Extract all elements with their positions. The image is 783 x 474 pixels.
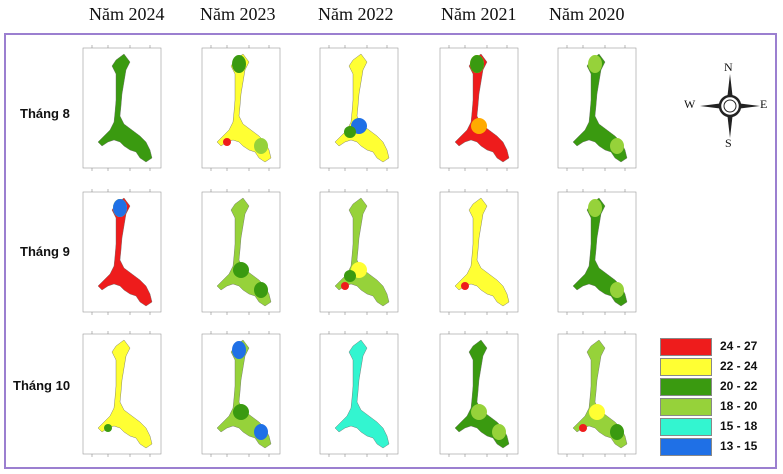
- lake-map-panel: [199, 186, 283, 318]
- legend-label: 22 - 24: [720, 359, 758, 373]
- lake-map-svg: [439, 331, 519, 457]
- year-header-2023: Năm 2023: [200, 4, 276, 24]
- temperature-patch: [233, 404, 249, 420]
- lake-map-panel: [199, 42, 283, 174]
- temperature-patch: [254, 282, 268, 298]
- lake-shape: [216, 197, 272, 307]
- compass-rose: N W E S: [680, 60, 780, 156]
- lake-map-svg: [82, 189, 162, 315]
- temperature-patch: [492, 424, 506, 440]
- lake-map-panel: [80, 328, 164, 460]
- lake-map-svg: [319, 189, 399, 315]
- lake-map-panel: [555, 42, 639, 174]
- temperature-patch: [232, 55, 246, 73]
- temperature-patch: [254, 138, 268, 154]
- lake-shape: [97, 339, 153, 449]
- legend-swatch: [660, 418, 712, 436]
- lake-shape: [97, 53, 153, 163]
- year-header-2021: Năm 2021: [441, 4, 517, 24]
- lake-map-panel: [437, 42, 521, 174]
- month-label-9: Tháng 9: [20, 244, 70, 259]
- lake-shape: [216, 53, 272, 163]
- legend-label: 15 - 18: [720, 419, 758, 433]
- temperature-patch: [610, 282, 624, 298]
- lake-map-svg: [557, 331, 637, 457]
- year-header-2022: Năm 2022: [318, 4, 394, 24]
- temperature-patch: [233, 262, 249, 278]
- lake-map-panel: [80, 42, 164, 174]
- lake-map-panel: [555, 186, 639, 318]
- lake-shape: [572, 339, 628, 449]
- lake-map-panel: [199, 328, 283, 460]
- legend-swatch: [660, 358, 712, 376]
- year-header-2024: Năm 2024: [89, 4, 165, 24]
- compass-south-label: S: [725, 136, 732, 150]
- temperature-patch: [588, 55, 602, 73]
- lake-shape: [572, 53, 628, 163]
- lake-map-svg: [201, 331, 281, 457]
- lake-map-panel: [317, 186, 401, 318]
- lake-shape: [572, 197, 628, 307]
- legend-swatch: [660, 378, 712, 396]
- legend-swatch: [660, 338, 712, 356]
- temperature-patch: [341, 282, 349, 290]
- lake-map-panel: [317, 42, 401, 174]
- lake-shape: [97, 197, 153, 307]
- temperature-patch: [471, 404, 487, 420]
- compass-east-label: E: [760, 97, 768, 111]
- lake-map-panel: [80, 186, 164, 318]
- lake-map-svg: [319, 45, 399, 171]
- temperature-patch: [344, 126, 356, 138]
- lake-shape: [454, 197, 510, 307]
- temperature-patch: [471, 118, 487, 134]
- lake-map-panel: [437, 186, 521, 318]
- lake-map-svg: [82, 45, 162, 171]
- lake-map-svg: [319, 331, 399, 457]
- lake-map-svg: [439, 45, 519, 171]
- temperature-patch: [223, 138, 231, 146]
- compass-west-label: W: [684, 97, 696, 111]
- temperature-patch: [104, 424, 112, 432]
- temperature-patch: [113, 199, 127, 217]
- temperature-patch: [254, 424, 268, 440]
- lake-map-panel: [437, 328, 521, 460]
- temperature-patch: [344, 270, 356, 282]
- temperature-patch: [588, 199, 602, 217]
- temperature-patch: [610, 138, 624, 154]
- legend-swatch: [660, 438, 712, 456]
- temperature-patch: [589, 404, 605, 420]
- lake-map-panel: [317, 328, 401, 460]
- compass-north-label: N: [724, 60, 733, 74]
- temperature-patch: [470, 55, 484, 73]
- lake-map-panel: [555, 328, 639, 460]
- lake-map-svg: [82, 331, 162, 457]
- legend-label: 24 - 27: [720, 339, 758, 353]
- lake-map-svg: [557, 45, 637, 171]
- map-grid-frame: [4, 33, 777, 469]
- year-header-2020: Năm 2020: [549, 4, 625, 24]
- lake-shape: [454, 339, 510, 449]
- legend-label: 20 - 22: [720, 379, 758, 393]
- lake-map-svg: [439, 189, 519, 315]
- lake-map-svg: [201, 189, 281, 315]
- legend-label: 13 - 15: [720, 439, 758, 453]
- lake-shape: [454, 53, 510, 163]
- lake-shape: [334, 339, 390, 449]
- month-label-10: Tháng 10: [13, 378, 71, 393]
- temperature-patch: [461, 282, 469, 290]
- temperature-patch: [232, 341, 246, 359]
- lake-map-svg: [557, 189, 637, 315]
- lake-shape: [216, 339, 272, 449]
- temperature-patch: [610, 424, 624, 440]
- lake-map-svg: [201, 45, 281, 171]
- legend-label: 18 - 20: [720, 399, 758, 413]
- temperature-patch: [579, 424, 587, 432]
- legend-swatch: [660, 398, 712, 416]
- month-label-8: Tháng 8: [20, 106, 70, 121]
